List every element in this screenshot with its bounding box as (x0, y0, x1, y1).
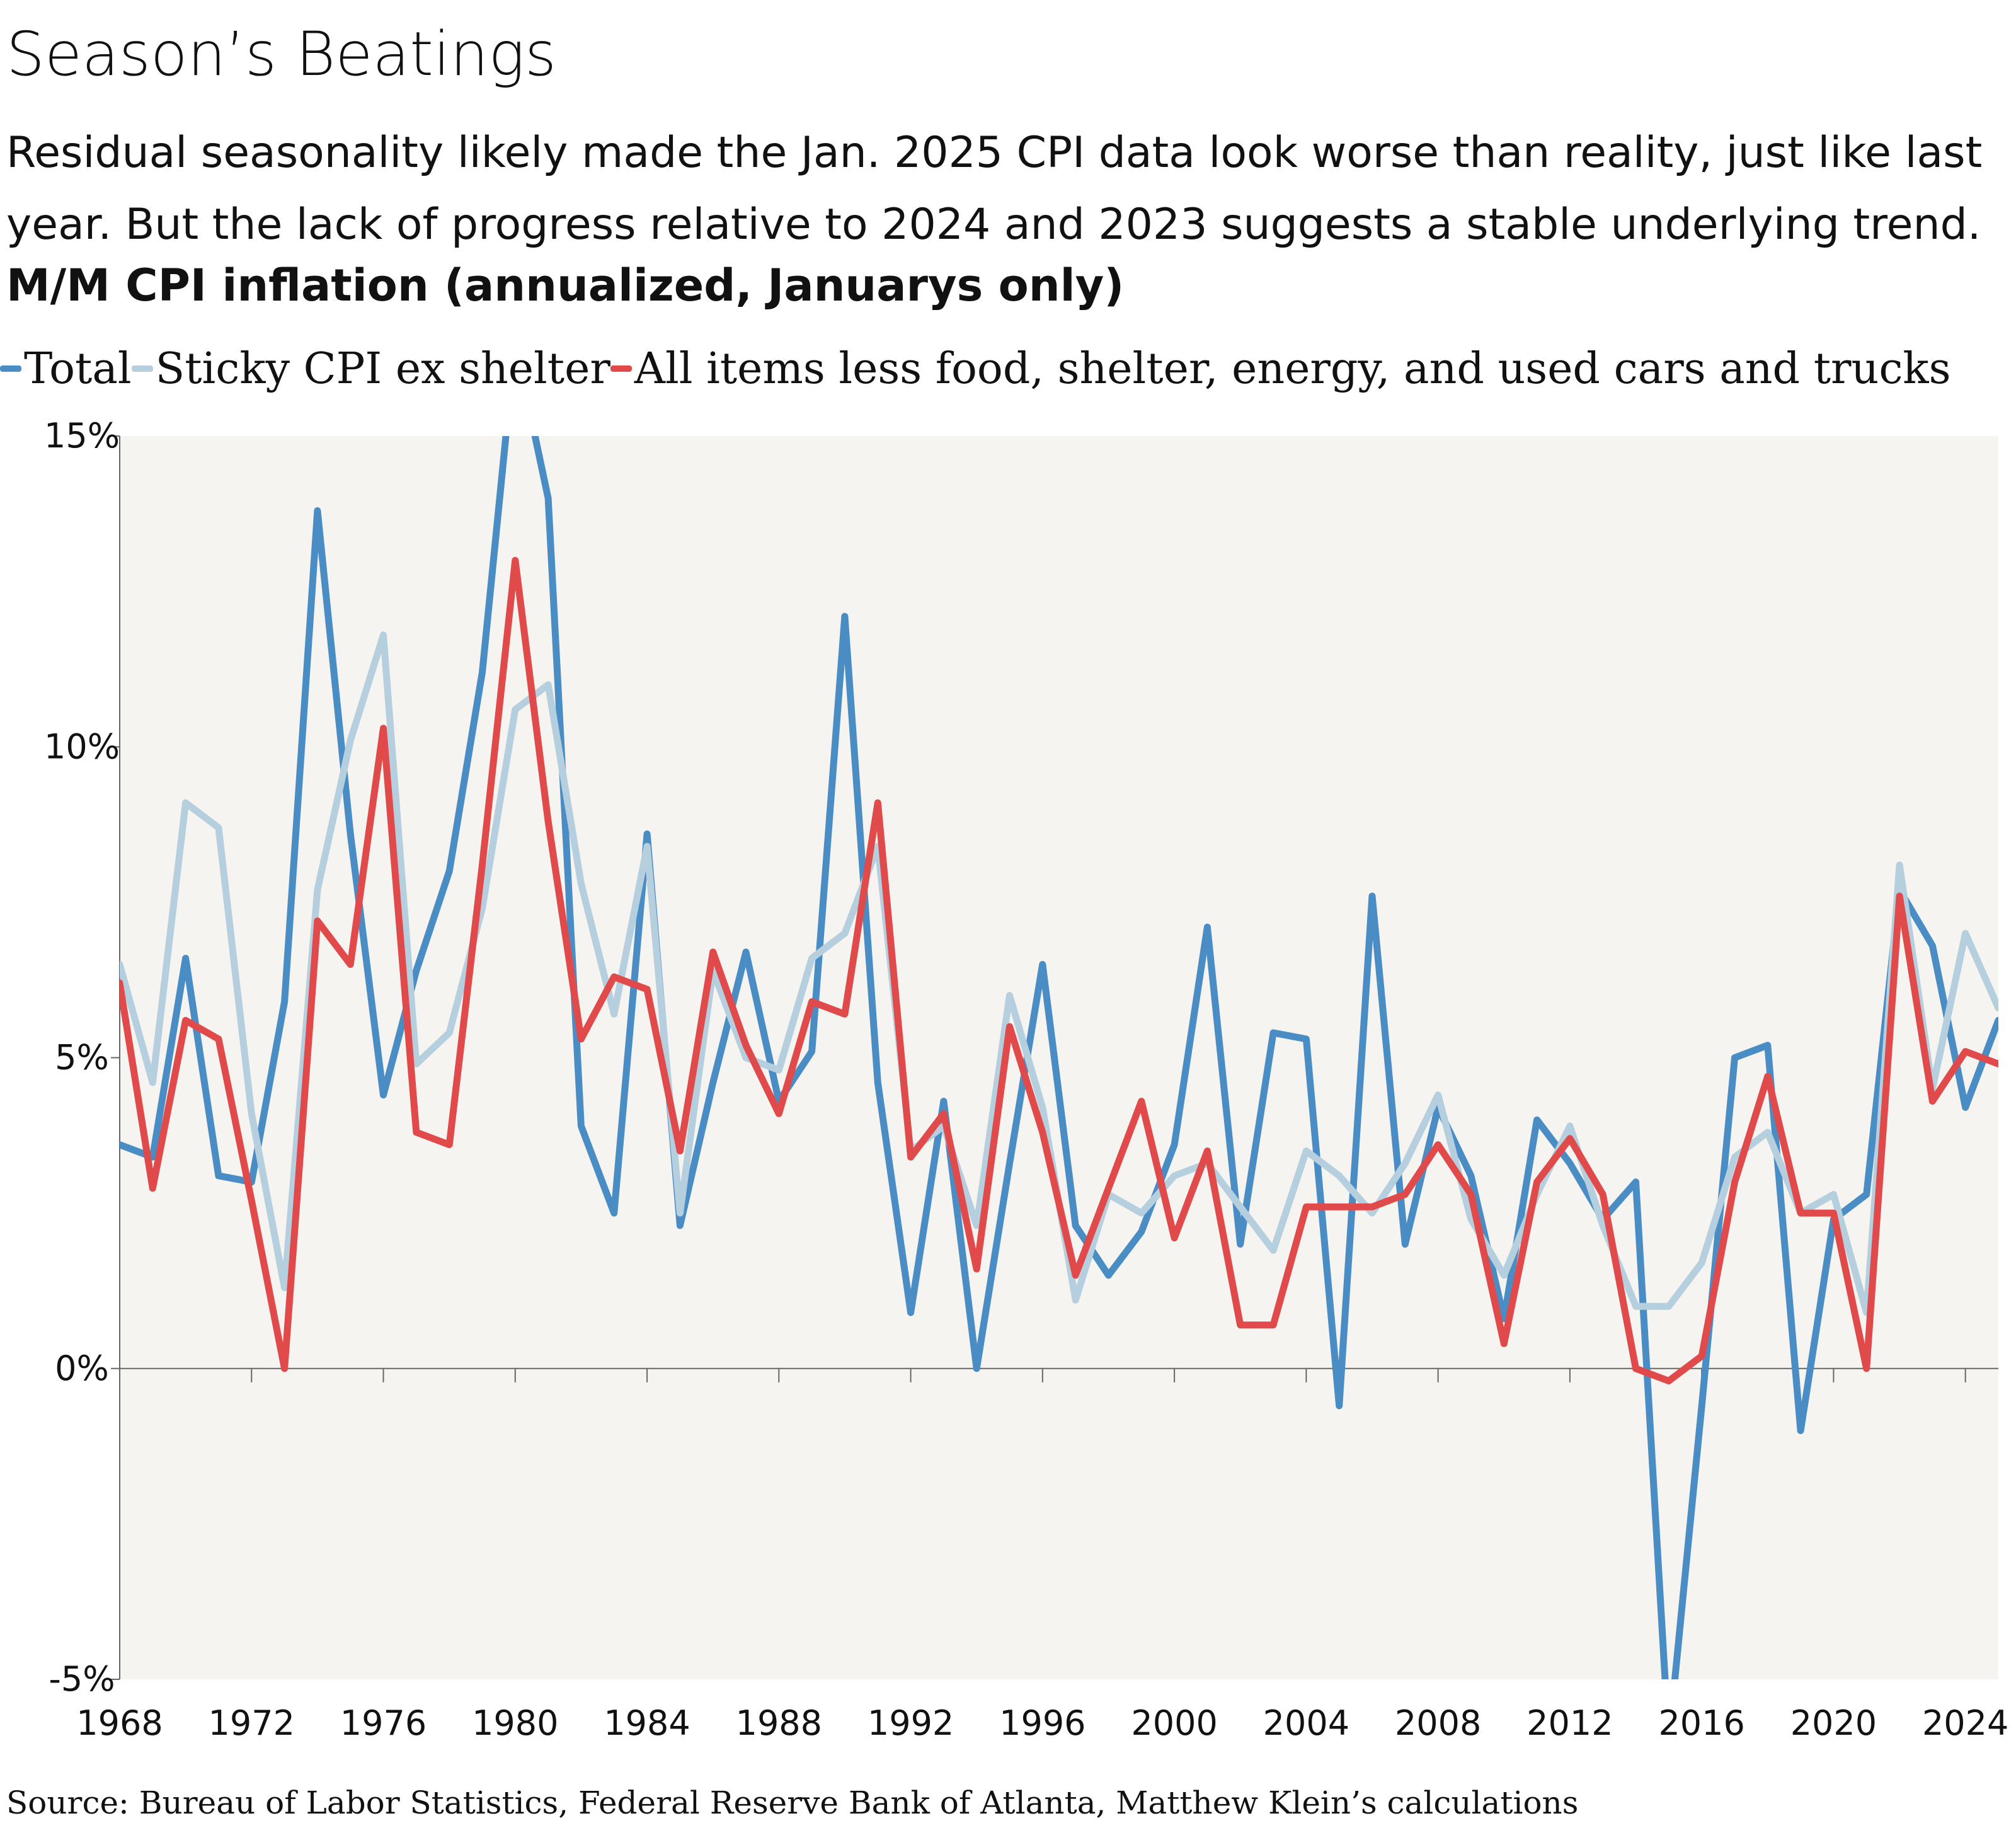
x-tick-label: 1972 (209, 1703, 295, 1743)
x-tick-label: 1996 (999, 1703, 1085, 1743)
chart-subtitle: Residual seasonality likely made the Jan… (6, 117, 2010, 261)
chart-label: M/M CPI inflation (annualized, Januarys … (6, 260, 1125, 311)
series-core (120, 556, 1998, 1384)
source-note: Source: Bureau of Labor Statistics, Fede… (6, 1785, 1579, 1821)
legend-swatch-core (610, 365, 632, 372)
legend-item-total: Total (0, 344, 132, 394)
x-tick-label: 2024 (1922, 1703, 2008, 1743)
x-tick-label: 2016 (1658, 1703, 1744, 1743)
x-tick-label: 1980 (472, 1703, 558, 1743)
series-layer (120, 436, 1998, 1679)
x-tick-label: 2020 (1790, 1703, 1877, 1743)
y-tick-label: 0% (55, 1348, 109, 1388)
plot-area (120, 436, 1998, 1679)
legend-swatch-total (0, 365, 21, 372)
x-tick-label: 2008 (1395, 1703, 1481, 1743)
x-tick-label: 2012 (1526, 1703, 1613, 1743)
series-total (120, 436, 1998, 1679)
legend-item-core: All items less food, shelter, energy, an… (610, 344, 1951, 394)
legend-label-total: Total (24, 343, 132, 394)
subtitle-line: Residual seasonality likely made the Jan… (6, 128, 1983, 178)
legend-label-sticky: Sticky CPI ex shelter (155, 343, 610, 394)
legend-item-sticky: Sticky CPI ex shelter (131, 343, 610, 394)
x-tick-label: 1976 (340, 1703, 427, 1743)
legend: Total Sticky CPI ex shelter All items le… (0, 340, 1951, 397)
x-tick-label: 1988 (736, 1703, 822, 1743)
x-tick-label: 1968 (76, 1703, 163, 1743)
chart-title: Season’s Beatings (6, 19, 556, 89)
y-tick-label: 10% (44, 727, 120, 766)
subtitle-line: year. But the lack of progress relative … (6, 200, 1981, 250)
x-tick-label: 2000 (1131, 1703, 1217, 1743)
legend-swatch-sticky (131, 365, 153, 372)
y-tick-label: -5% (49, 1659, 115, 1699)
x-axis: 1968 1972 1976 1980 1984 1988 1992 1996 2000 2004… (76, 1368, 2008, 1743)
y-tick-label: 5% (55, 1038, 109, 1078)
legend-label-core: All items less food, shelter, energy, an… (634, 343, 1951, 394)
x-tick-label: 1984 (604, 1703, 690, 1743)
y-tick-label: 15% (44, 416, 120, 456)
x-tick-label: 1992 (868, 1703, 954, 1743)
x-tick-label: 2004 (1263, 1703, 1349, 1743)
y-axis: 15% 10% 5% 0% -5% (44, 416, 120, 1699)
